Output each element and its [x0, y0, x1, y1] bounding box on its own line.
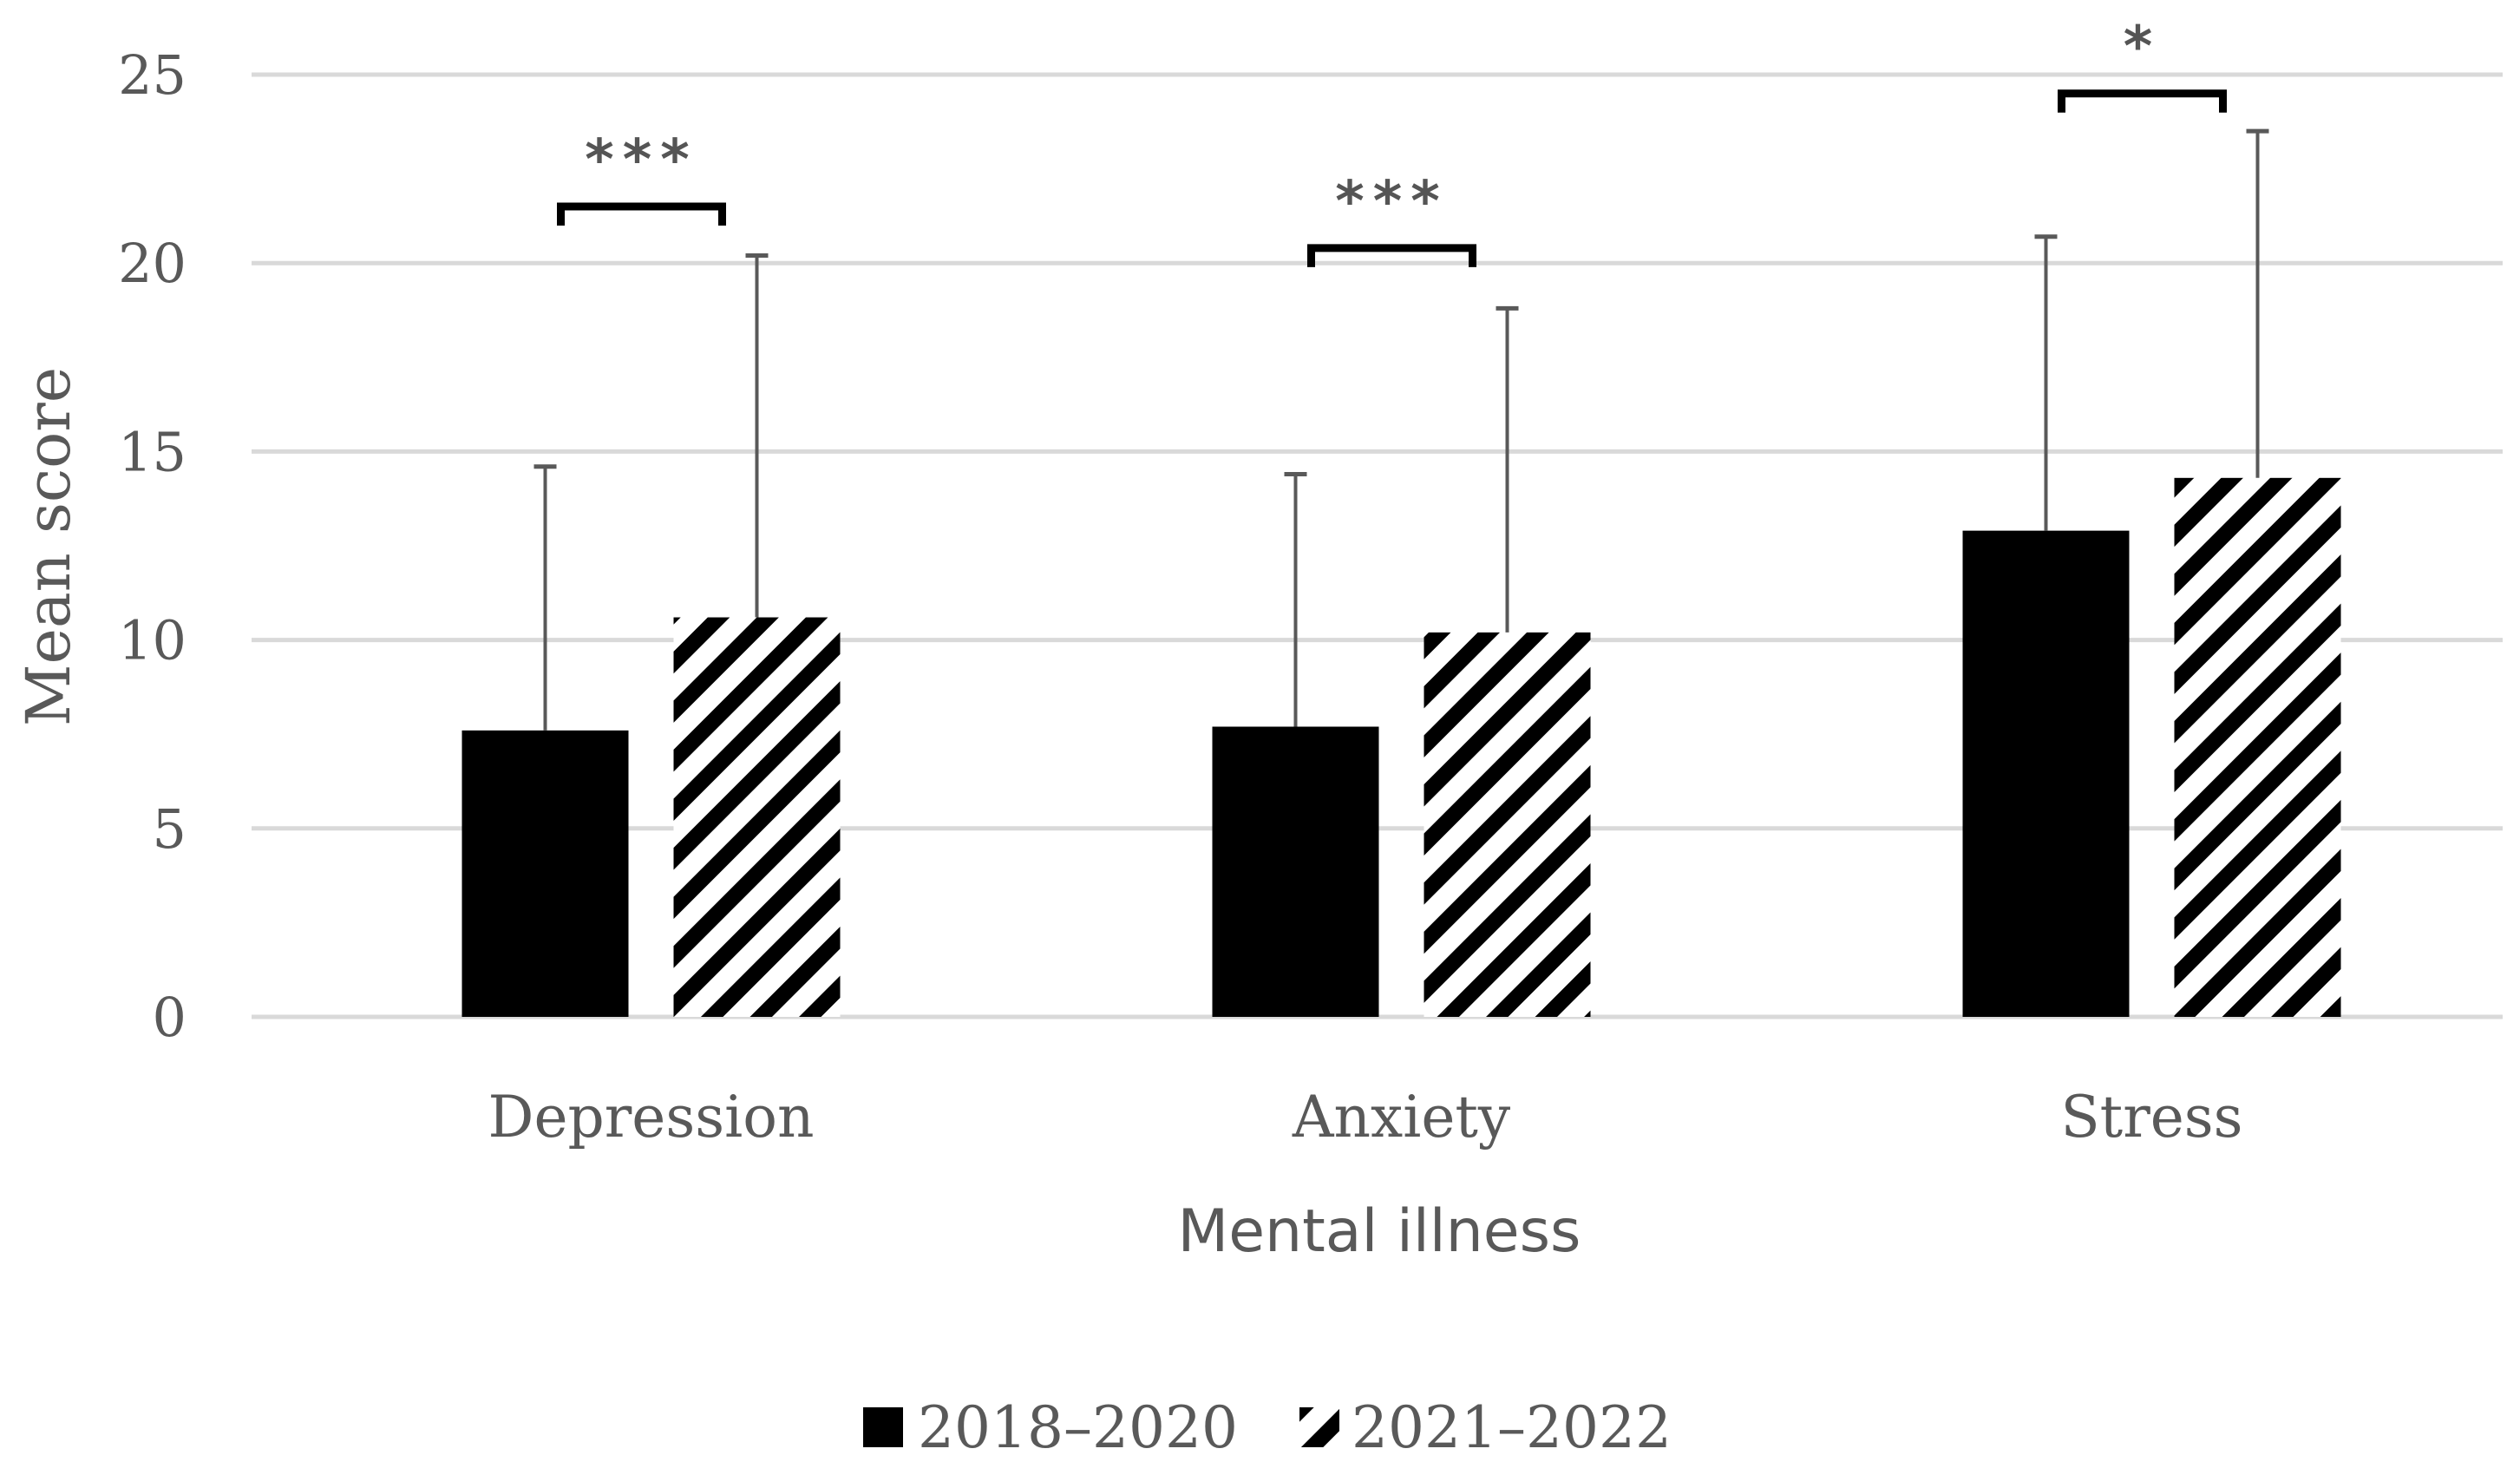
x-axis-label: Mental illness: [1178, 1197, 1581, 1266]
y-tick-label-25: 25: [118, 43, 187, 107]
y-tick-label-5: 5: [153, 797, 187, 861]
legend-swatch-2021-2022: [1299, 1407, 1339, 1447]
significance-bracket-anxiety: [1307, 244, 1476, 267]
x-tick-label-depression: Depression: [488, 1084, 815, 1150]
significance-brackets: *******: [557, 16, 2227, 267]
legend-label-2021-2022: 2021–2022: [1352, 1394, 1672, 1461]
y-tick-label-15: 15: [118, 420, 187, 483]
bar-depression-series-1: [461, 730, 629, 1017]
bar-anxiety-series-1: [1212, 726, 1379, 1017]
y-tick-label-20: 20: [118, 232, 187, 295]
bar-stress-series-1: [1962, 530, 2130, 1017]
x-tick-label-stress: Stress: [2060, 1084, 2242, 1150]
significance-label-stress: *: [2124, 16, 2161, 80]
legend: 2018–2020 2021–2022: [863, 1394, 1672, 1461]
x-axis-ticks: Depression Anxiety Stress: [488, 1084, 2243, 1150]
significance-label-depression: ***: [585, 128, 697, 193]
legend-label-2018-2020: 2018–2020: [918, 1394, 1238, 1461]
significance-label-anxiety: ***: [1335, 170, 1448, 234]
significance-bracket-stress: [2058, 89, 2227, 113]
y-tick-label-10: 10: [118, 609, 187, 672]
bar-anxiety-series-2: [1424, 632, 1591, 1017]
x-tick-label-anxiety: Anxiety: [1292, 1084, 1511, 1150]
bar-depression-series-2: [673, 617, 841, 1017]
error-bars: [533, 128, 2269, 731]
legend-swatch-2018-2020: [863, 1407, 903, 1447]
bar-stress-series-2: [2174, 477, 2341, 1017]
y-tick-label-0: 0: [153, 986, 187, 1049]
bars: [461, 477, 2341, 1017]
y-axis-ticks: 0 5 10 15 20 25: [118, 43, 187, 1049]
significance-bracket-depression: [557, 202, 726, 226]
y-axis-label: Mean score: [13, 367, 84, 726]
